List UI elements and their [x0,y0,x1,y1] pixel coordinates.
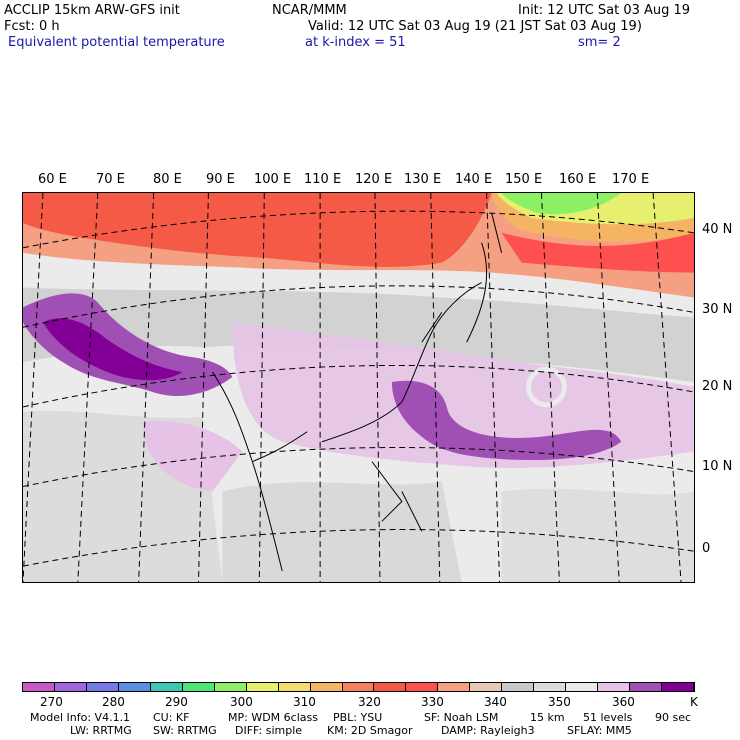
lon-label: 120 E [355,172,393,187]
gray-patch [222,481,462,582]
sf-scheme: SF: Noah LSM [424,711,499,724]
valid-time: Valid: 12 UTC Sat 03 Aug 19 (21 JST Sat … [308,19,642,34]
colorbar-tick: 340 [484,695,507,709]
colorbar-tick: 290 [165,695,188,709]
colorbar-swatch [438,683,471,691]
lat-label: 20 N [702,379,733,394]
smoothing-label: sm= 2 [578,35,621,50]
lon-label: 170 E [612,172,650,187]
colorbar-tick: 330 [421,695,444,709]
theta-e-map [22,192,695,583]
field-name: Equivalent potential temperature [8,35,225,50]
level-label: at k-index = 51 [305,35,406,50]
model-title: ACCLIP 15km ARW-GFS init [4,3,180,18]
purple-convection [391,380,622,461]
gray-band [23,287,694,383]
diff-scheme: DIFF: simple [235,724,303,737]
lon-label: 90 E [206,172,235,187]
lw-scheme: LW: RRTMG [70,724,132,737]
sw-scheme: SW: RRTMG [153,724,217,737]
cu-scheme: CU: KF [153,711,190,724]
lon-label: 130 E [404,172,442,187]
coastline [212,282,482,572]
red-band-east [501,232,694,273]
colorbar-swatch [150,683,183,691]
lon-label: 150 E [505,172,543,187]
timestep: 90 sec [655,711,692,724]
colorbar-swatch [406,683,439,691]
sflay-scheme: SFLAY: MM5 [567,724,632,737]
colorbar-swatch [662,683,694,691]
colorbar-swatch [278,683,311,691]
pbl-scheme: PBL: YSU [333,711,383,724]
levels: 51 levels [583,711,633,724]
colorbar-tick: 300 [230,695,253,709]
lat-label: 0 [702,541,711,556]
green-band [501,193,622,215]
colorbar-tick: 280 [102,695,125,709]
lon-label: 80 E [153,172,182,187]
colorbar-swatch [630,683,663,691]
model-info: Model Info: V4.1.1 [30,711,131,724]
lat-label: 40 N [702,222,733,237]
coastline-japan [466,212,503,343]
km-scheme: KM: 2D Smagor [327,724,413,737]
colorbar-tick: 270 [40,695,63,709]
colorbar-swatch [598,683,631,691]
forecast-hour: Fcst: 0 h [4,19,60,34]
mp-scheme: MP: WDM 6class [228,711,318,724]
lon-label: 70 E [96,172,125,187]
damp-scheme: DAMP: Rayleigh3 [441,724,535,737]
lon-label: 60 E [38,172,67,187]
colorbar-tick: 310 [293,695,316,709]
lat-label: 10 N [702,459,733,474]
gray-patch [501,488,694,582]
colorbar-unit: K [690,695,698,709]
lat-label: 30 N [702,302,733,317]
colorbar-swatch [342,683,375,691]
colorbar-swatch [534,683,567,691]
colorbar-swatch [86,683,119,691]
lon-label: 100 E [254,172,292,187]
center-label: NCAR/MMM [272,3,347,18]
lon-label: 140 E [455,172,493,187]
lon-label: 160 E [559,172,597,187]
colorbar-swatch [470,683,503,691]
colorbar-swatch [118,683,151,691]
colorbar-swatch [182,683,215,691]
colorbar-tick: 360 [612,695,635,709]
colorbar-tick: 350 [548,695,571,709]
colorbar-swatch [23,683,55,691]
colorbar-swatch [54,683,87,691]
resolution: 15 km [530,711,565,724]
colorbar-swatch [502,683,535,691]
dark-purple-core [42,318,183,381]
purple-plateau [23,293,233,396]
colorbar-tick: 320 [358,695,381,709]
latlon-grid [23,193,694,582]
init-time: Init: 12 UTC Sat 03 Aug 19 [518,3,691,18]
colorbar-swatch [310,683,343,691]
colorbar-swatch [566,683,599,691]
typhoon-swirl [526,366,567,408]
colorbar-swatch [246,683,279,691]
colorbar [22,682,695,692]
lon-label: 110 E [304,172,342,187]
light-purple-patch [142,420,243,492]
colorbar-swatch [214,683,247,691]
colorbar-swatch [374,683,407,691]
